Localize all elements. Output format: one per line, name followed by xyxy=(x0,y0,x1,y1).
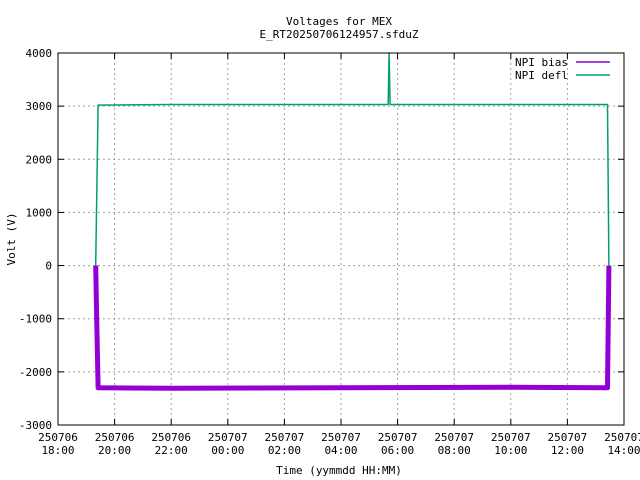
x-tick-label-time: 18:00 xyxy=(41,444,74,457)
x-tick-label-time: 08:00 xyxy=(438,444,471,457)
x-tick-label-time: 12:00 xyxy=(551,444,584,457)
x-tick-label-date: 250707 xyxy=(434,431,474,444)
y-tick-label: 0 xyxy=(45,260,52,273)
y-axis-label: Volt (V) xyxy=(5,213,18,266)
x-tick-label-time: 06:00 xyxy=(381,444,414,457)
x-axis-label: Time (yymmdd HH:MM) xyxy=(276,464,402,477)
x-tick-label-time: 14:00 xyxy=(607,444,640,457)
y-tick-label: -3000 xyxy=(19,419,52,432)
legend-label: NPI bias xyxy=(515,56,568,69)
x-axis: 25070618:0025070620:0025070622:002507070… xyxy=(38,53,640,457)
x-tick-label-date: 250707 xyxy=(548,431,588,444)
y-tick-label: 4000 xyxy=(26,47,53,60)
x-tick-label-time: 04:00 xyxy=(324,444,357,457)
x-tick-label-date: 250707 xyxy=(604,431,640,444)
chart-title: Voltages for MEX xyxy=(286,15,392,28)
y-tick-label: -1000 xyxy=(19,313,52,326)
series-npi-defl-line xyxy=(94,52,610,266)
legend-label: NPI defl xyxy=(515,69,568,82)
y-tick-label: 1000 xyxy=(26,206,53,219)
x-tick-label-date: 250706 xyxy=(95,431,135,444)
x-tick-label-date: 250707 xyxy=(208,431,248,444)
x-tick-label-date: 250707 xyxy=(491,431,531,444)
y-axis: -3000 -2000 -1000 0 1000 2000 3000 4000 xyxy=(19,47,624,432)
series-npi-bias-line xyxy=(93,265,612,391)
x-tick-label-time: 22:00 xyxy=(155,444,188,457)
x-tick-label-date: 250707 xyxy=(265,431,305,444)
series-layer xyxy=(93,52,612,391)
x-tick-label-time: 00:00 xyxy=(211,444,244,457)
x-tick-label-date: 250706 xyxy=(38,431,78,444)
x-tick-label-time: 20:00 xyxy=(98,444,131,457)
y-tick-label: -2000 xyxy=(19,366,52,379)
x-tick-label-date: 250707 xyxy=(378,431,418,444)
x-tick-label-time: 02:00 xyxy=(268,444,301,457)
x-tick-label-date: 250706 xyxy=(151,431,191,444)
grid xyxy=(58,53,624,425)
y-tick-label: 2000 xyxy=(26,153,53,166)
x-tick-label-time: 10:00 xyxy=(494,444,527,457)
chart-subtitle: E_RT20250706124957.sfduZ xyxy=(260,28,419,41)
y-tick-label: 3000 xyxy=(26,100,53,113)
x-tick-label-date: 250707 xyxy=(321,431,361,444)
